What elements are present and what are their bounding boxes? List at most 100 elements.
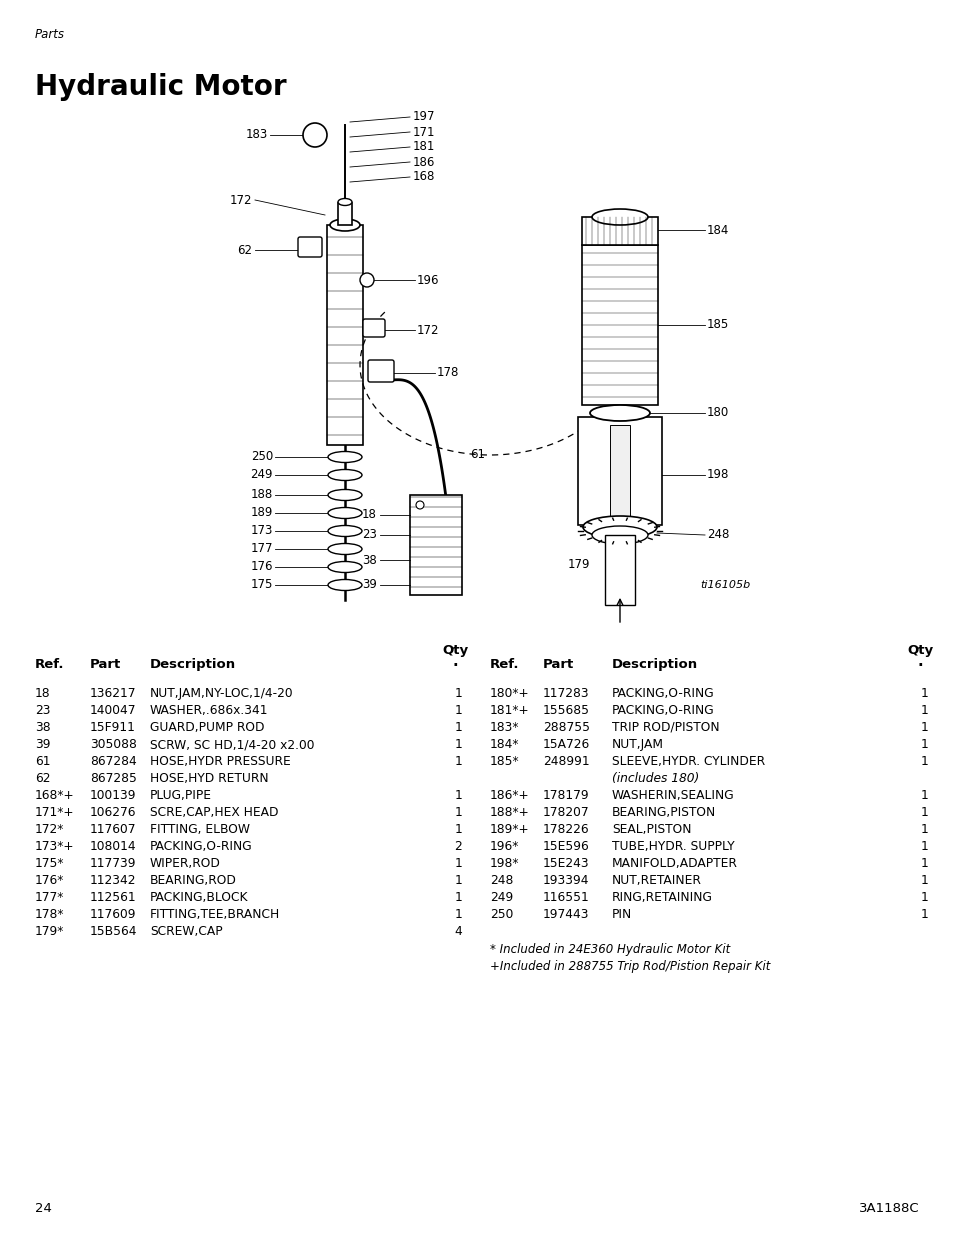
Text: 1: 1 xyxy=(454,721,461,734)
Text: 250: 250 xyxy=(490,908,513,921)
Text: 185: 185 xyxy=(706,319,728,331)
Text: 1: 1 xyxy=(454,687,461,700)
Text: 183*: 183* xyxy=(490,721,519,734)
Ellipse shape xyxy=(592,209,647,225)
Text: Description: Description xyxy=(612,658,698,671)
Text: 196: 196 xyxy=(416,273,439,287)
FancyBboxPatch shape xyxy=(581,217,658,245)
Text: HOSE,HYD RETURN: HOSE,HYD RETURN xyxy=(150,772,269,785)
Text: (includes 180): (includes 180) xyxy=(612,772,699,785)
Text: 108014: 108014 xyxy=(90,840,136,853)
Text: 305088: 305088 xyxy=(90,739,136,751)
Text: 39: 39 xyxy=(35,739,51,751)
FancyBboxPatch shape xyxy=(581,245,658,405)
Text: 178207: 178207 xyxy=(542,806,589,819)
Text: SCREW,CAP: SCREW,CAP xyxy=(150,925,222,939)
Ellipse shape xyxy=(337,199,352,205)
Text: MANIFOLD,ADAPTER: MANIFOLD,ADAPTER xyxy=(612,857,737,869)
Text: .: . xyxy=(916,655,922,669)
Text: 186: 186 xyxy=(413,156,435,168)
Ellipse shape xyxy=(589,405,649,421)
Text: Qty: Qty xyxy=(906,643,932,657)
Text: RING,RETAINING: RING,RETAINING xyxy=(612,890,712,904)
Text: 1: 1 xyxy=(920,908,927,921)
Text: 189*+: 189*+ xyxy=(490,823,529,836)
Text: 100139: 100139 xyxy=(90,789,136,802)
Text: 248: 248 xyxy=(706,529,729,541)
Text: 1: 1 xyxy=(454,789,461,802)
Text: BEARING,PISTON: BEARING,PISTON xyxy=(612,806,716,819)
Text: 179: 179 xyxy=(567,558,589,572)
Text: 1: 1 xyxy=(920,789,927,802)
Ellipse shape xyxy=(328,543,361,555)
FancyBboxPatch shape xyxy=(363,319,385,337)
Text: 24: 24 xyxy=(35,1202,51,1215)
Ellipse shape xyxy=(582,516,657,538)
Text: 175: 175 xyxy=(251,578,273,592)
Text: 184*: 184* xyxy=(490,739,519,751)
Circle shape xyxy=(359,273,374,287)
Text: GUARD,PUMP ROD: GUARD,PUMP ROD xyxy=(150,721,264,734)
Text: PACKING,BLOCK: PACKING,BLOCK xyxy=(150,890,248,904)
Text: 38: 38 xyxy=(35,721,51,734)
Text: 106276: 106276 xyxy=(90,806,136,819)
Text: 173: 173 xyxy=(251,525,273,537)
Text: 112561: 112561 xyxy=(90,890,136,904)
Text: FITTING,TEE,BRANCH: FITTING,TEE,BRANCH xyxy=(150,908,280,921)
Text: 177*: 177* xyxy=(35,890,64,904)
Text: 178: 178 xyxy=(436,367,459,379)
Text: 1: 1 xyxy=(454,890,461,904)
Text: .: . xyxy=(452,655,457,669)
Text: Ref.: Ref. xyxy=(490,658,519,671)
Ellipse shape xyxy=(592,526,647,543)
Text: 1: 1 xyxy=(454,806,461,819)
Text: Parts: Parts xyxy=(35,28,65,41)
Text: 1: 1 xyxy=(920,687,927,700)
Text: 112342: 112342 xyxy=(90,874,136,887)
Text: 2: 2 xyxy=(454,840,461,853)
Text: 1: 1 xyxy=(920,755,927,768)
Text: 1: 1 xyxy=(454,823,461,836)
Text: * Included in 24E360 Hydraulic Motor Kit: * Included in 24E360 Hydraulic Motor Kit xyxy=(490,944,729,956)
Text: 23: 23 xyxy=(35,704,51,718)
Text: 181: 181 xyxy=(413,141,435,153)
Text: 1: 1 xyxy=(920,857,927,869)
Text: 116551: 116551 xyxy=(542,890,589,904)
Text: 117739: 117739 xyxy=(90,857,136,869)
Text: 176: 176 xyxy=(251,561,273,573)
Text: 15B564: 15B564 xyxy=(90,925,137,939)
Text: TUBE,HYDR. SUPPLY: TUBE,HYDR. SUPPLY xyxy=(612,840,734,853)
Ellipse shape xyxy=(328,526,361,536)
Text: 4: 4 xyxy=(454,925,461,939)
Text: 867284: 867284 xyxy=(90,755,136,768)
Text: 189: 189 xyxy=(251,506,273,520)
Bar xyxy=(609,425,629,520)
Text: 171: 171 xyxy=(413,126,435,138)
Text: 62: 62 xyxy=(35,772,51,785)
Text: 183: 183 xyxy=(246,128,268,142)
Text: 1: 1 xyxy=(920,806,927,819)
Text: 3A1188C: 3A1188C xyxy=(859,1202,919,1215)
Text: NUT,JAM: NUT,JAM xyxy=(612,739,663,751)
Text: 117283: 117283 xyxy=(542,687,589,700)
Ellipse shape xyxy=(328,489,361,500)
Ellipse shape xyxy=(330,219,359,231)
FancyBboxPatch shape xyxy=(410,495,461,595)
Text: 197: 197 xyxy=(413,110,435,124)
Text: 248: 248 xyxy=(490,874,513,887)
Text: SEAL,PISTON: SEAL,PISTON xyxy=(612,823,691,836)
Text: ti16105b: ti16105b xyxy=(700,580,749,590)
Text: 1: 1 xyxy=(454,704,461,718)
Text: 867285: 867285 xyxy=(90,772,136,785)
Text: 197443: 197443 xyxy=(542,908,589,921)
Ellipse shape xyxy=(328,508,361,519)
Text: 248991: 248991 xyxy=(542,755,589,768)
FancyBboxPatch shape xyxy=(368,359,394,382)
FancyBboxPatch shape xyxy=(327,225,363,445)
Text: 249: 249 xyxy=(251,468,273,482)
Text: 23: 23 xyxy=(362,529,376,541)
Text: 188: 188 xyxy=(251,489,273,501)
Text: 1: 1 xyxy=(454,857,461,869)
Text: 140047: 140047 xyxy=(90,704,136,718)
Circle shape xyxy=(416,501,423,509)
